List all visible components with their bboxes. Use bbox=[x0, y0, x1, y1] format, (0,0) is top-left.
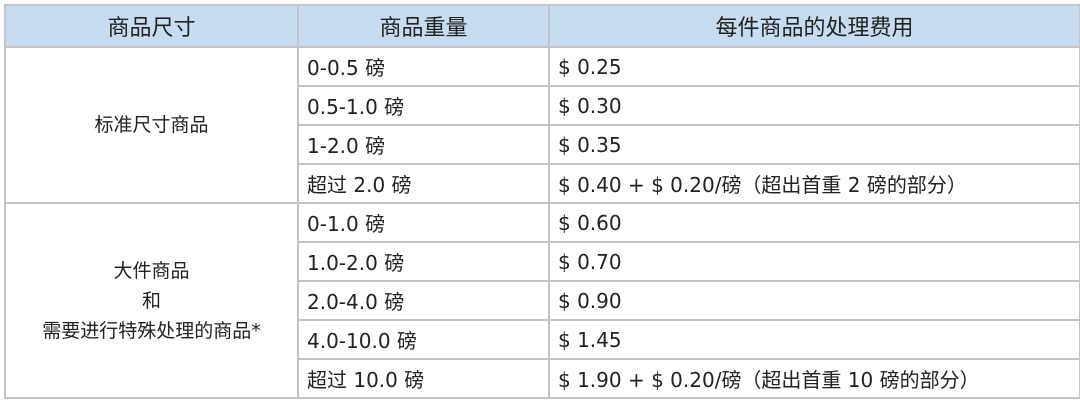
table-row: 1.0-2.0 磅 $ 0.70 bbox=[5, 241, 1080, 282]
fee-cell: $ 1.90 + $ 0.20/磅（超出首重 10 磅的部分） bbox=[548, 358, 1080, 399]
fee-cell: $ 0.90 bbox=[548, 280, 1080, 321]
fee-cell: $ 0.60 bbox=[548, 202, 1080, 243]
table-row: 1-2.0 磅 $ 0.35 bbox=[5, 124, 1080, 165]
fee-table: 商品尺寸 商品重量 每件商品的处理费用 标准尺寸商品 0-0.5 磅 $ 0.25 0… bbox=[4, 4, 1080, 399]
weight-cell: 0.5-1.0 磅 bbox=[297, 85, 550, 126]
table-row: 0.5-1.0 磅 $ 0.30 bbox=[5, 85, 1080, 126]
size-category-line: 需要进行特殊处理的商品* bbox=[42, 319, 261, 342]
weight-cell: 4.0-10.0 磅 bbox=[297, 319, 550, 360]
size-category-line: 和 bbox=[141, 289, 161, 312]
weight-cell: 超过 2.0 磅 bbox=[297, 163, 550, 204]
size-category-cell: 大件商品和需要进行特殊处理的商品* bbox=[4, 202, 299, 399]
table-row: 超过 2.0 磅 $ 0.40 + $ 0.20/磅（超出首重 2 磅的部分） bbox=[5, 163, 1080, 204]
size-category-cell: 标准尺寸商品 bbox=[4, 46, 299, 204]
fee-cell: $ 0.30 bbox=[548, 85, 1080, 126]
weight-cell: 超过 10.0 磅 bbox=[297, 358, 550, 399]
table-row: 标准尺寸商品 0-0.5 磅 $ 0.25 bbox=[4, 46, 1080, 204]
header-size: 商品尺寸 bbox=[4, 4, 299, 48]
weight-cell: 0-1.0 磅 bbox=[297, 202, 550, 243]
fee-cell: $ 1.45 bbox=[548, 319, 1080, 360]
fee-cell: $ 0.35 bbox=[548, 124, 1080, 165]
table-row: 超过 10.0 磅 $ 1.90 + $ 0.20/磅（超出首重 10 磅的部分） bbox=[5, 358, 1080, 399]
fee-cell: $ 0.25 bbox=[548, 46, 1080, 87]
header-weight: 商品重量 bbox=[297, 4, 550, 48]
table-row: 4.0-10.0 磅 $ 1.45 bbox=[5, 319, 1080, 360]
fee-cell: $ 0.70 bbox=[548, 241, 1080, 282]
weight-cell: 2.0-4.0 磅 bbox=[297, 280, 550, 321]
fee-cell: $ 0.40 + $ 0.20/磅（超出首重 2 磅的部分） bbox=[548, 163, 1080, 204]
weight-cell: 0-0.5 磅 bbox=[297, 46, 550, 87]
header-row: 商品尺寸 商品重量 每件商品的处理费用 bbox=[4, 4, 1080, 48]
weight-cell: 1-2.0 磅 bbox=[297, 124, 550, 165]
weight-cell: 1.0-2.0 磅 bbox=[297, 241, 550, 282]
table-row: 大件商品和需要进行特殊处理的商品* 0-1.0 磅 $ 0.60 bbox=[4, 202, 1080, 399]
size-category-line: 标准尺寸商品 bbox=[94, 114, 209, 136]
table-row: 2.0-4.0 磅 $ 0.90 bbox=[5, 280, 1080, 321]
size-category-line: 大件商品 bbox=[113, 259, 190, 282]
header-fee: 每件商品的处理费用 bbox=[548, 4, 1080, 48]
